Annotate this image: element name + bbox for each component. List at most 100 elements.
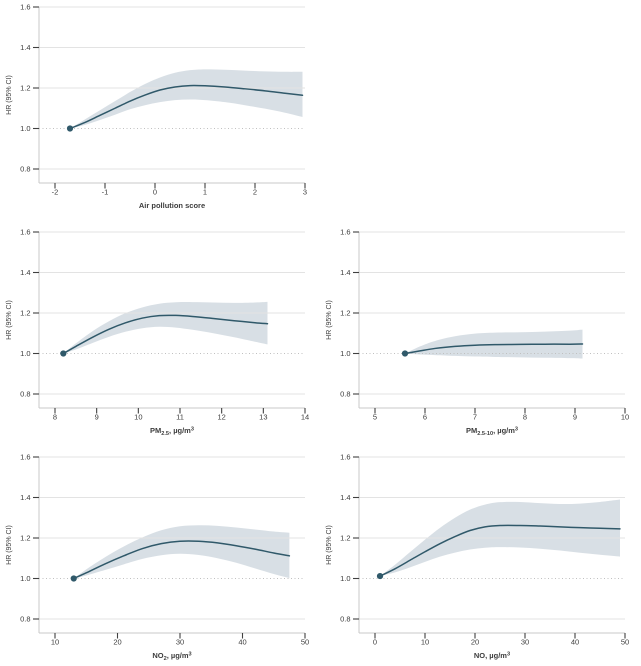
x-tick-label: 5 — [373, 413, 377, 422]
x-tick-label: 10 — [621, 413, 629, 422]
y-tick-label: 1.2 — [340, 309, 350, 318]
x-tick-label: -1 — [102, 188, 109, 197]
x-axis-label: PM2.5-10, µg/m3 — [466, 426, 518, 437]
panel-air-pollution-score: 0.8 1.0 1.2 1.4 1.6 -2 -1 0 1 2 3 HR (95% CI) Air po… — [0, 0, 320, 222]
y-tick-label: 1.6 — [20, 3, 30, 12]
y-axis-label: HR (95% CI) — [6, 525, 13, 565]
ci-band — [63, 301, 268, 354]
y-tick-label: 1.0 — [20, 124, 30, 133]
x-tick-label: 12 — [217, 413, 225, 422]
x-axis-label-part: , µg/m — [493, 426, 515, 435]
y-tick-label: 1.2 — [20, 309, 30, 318]
chart-pm25: 0.8 1.0 1.2 1.4 1.6 8 9 10 11 12 13 14 HR (95% CI) PM… — [6, 228, 309, 437]
x-tick-label: 10 — [51, 638, 59, 647]
ci-band — [73, 525, 290, 579]
x-tick-label: 9 — [573, 413, 577, 422]
y-tick-label: 1.6 — [340, 228, 350, 237]
x-axis-label: NO2, µg/m3 — [152, 651, 191, 662]
x-tick-label: 14 — [301, 413, 309, 422]
x-axis-label: Air pollution score — [139, 201, 205, 210]
y-tick-label: 0.8 — [20, 390, 30, 399]
x-axis-label-part: 3 — [191, 426, 194, 432]
y-tick-label: 1.6 — [20, 228, 30, 237]
x-tick-label: 50 — [621, 638, 629, 647]
y-tick-label: 1.4 — [340, 268, 350, 277]
chart-air-pollution-score: 0.8 1.0 1.2 1.4 1.6 -2 -1 0 1 2 3 HR (95% CI) Air po… — [6, 3, 307, 210]
hr-curve — [62, 314, 269, 355]
panel-no: 0.8 1.0 1.2 1.4 1.6 0 10 20 30 40 50 HR (95% CI) NO,… — [320, 450, 640, 666]
reference-dot — [66, 125, 74, 132]
y-axis-label: HR (95% CI) — [326, 525, 333, 565]
x-tick-label: 9 — [95, 413, 99, 422]
y-tick-label: 1.2 — [340, 534, 350, 543]
x-tick-label: 30 — [176, 638, 184, 647]
x-tick-label: 3 — [303, 188, 307, 197]
hr-curve — [404, 343, 584, 355]
y-tick-label: 1.0 — [20, 349, 30, 358]
y-tick-label: 1.4 — [340, 493, 350, 502]
y-tick-label: 1.6 — [20, 453, 30, 462]
x-tick-label: 10 — [421, 638, 429, 647]
y-tick-label: 1.0 — [20, 574, 30, 583]
x-tick-label: 20 — [113, 638, 121, 647]
hr-curve — [69, 84, 304, 130]
y-axis-label: HR (95% CI) — [6, 300, 13, 340]
chart-pm25-10: 0.8 1.0 1.2 1.4 1.6 5 6 7 8 9 10 HR (95% CI) PM2.5-1… — [326, 228, 629, 437]
x-tick-label: 8 — [523, 413, 527, 422]
x-tick-label: 40 — [238, 638, 246, 647]
x-tick-label: 50 — [301, 638, 309, 647]
chart-no2: 0.8 1.0 1.2 1.4 1.6 10 20 30 40 50 HR (95% CI) NO2,… — [6, 453, 309, 662]
x-tick-label: 6 — [423, 413, 427, 422]
y-tick-label: 0.8 — [340, 615, 350, 624]
y-tick-label: 1.0 — [340, 349, 350, 358]
reference-dot — [376, 572, 384, 580]
y-tick-label: 1.2 — [20, 534, 30, 543]
x-tick-label: 2 — [253, 188, 257, 197]
x-tick-label: -2 — [52, 188, 59, 197]
y-tick-label: 1.6 — [340, 453, 350, 462]
x-axis-label-part: , µg/m — [169, 426, 191, 435]
x-axis-label: NO, µg/m3 — [474, 651, 510, 660]
x-axis-label-part: 2.5-10 — [477, 431, 493, 437]
x-axis-label-part: 3 — [189, 651, 192, 657]
x-tick-label: 30 — [521, 638, 529, 647]
x-axis-label-part: Air pollution score — [139, 201, 205, 210]
x-tick-label: 8 — [53, 413, 57, 422]
x-tick-label: 40 — [571, 638, 579, 647]
reference-dot — [60, 350, 67, 357]
y-tick-label: 0.8 — [340, 390, 350, 399]
y-axis-label: HR (95% CI) — [326, 300, 333, 340]
y-tick-label: 1.0 — [340, 574, 350, 583]
y-tick-label: 1.4 — [20, 268, 30, 277]
y-tick-label: 1.4 — [20, 43, 30, 52]
x-axis-label-part: 2 — [164, 656, 167, 662]
x-axis-label-part: NO — [152, 651, 163, 660]
hr-curve — [379, 524, 621, 577]
x-axis-label-part: 3 — [515, 426, 518, 432]
y-tick-label: 0.8 — [20, 615, 30, 624]
x-tick-label: 13 — [259, 413, 267, 422]
panel-pm25: 0.8 1.0 1.2 1.4 1.6 8 9 10 11 12 13 14 HR (95% CI) PM… — [0, 225, 320, 447]
x-axis-label: PM2.5, µg/m3 — [150, 426, 194, 437]
x-tick-label: 11 — [176, 413, 184, 422]
reference-dot — [70, 575, 77, 582]
y-tick-label: 1.2 — [20, 84, 30, 93]
x-tick-label: 1 — [203, 188, 207, 197]
x-axis-label-part: 3 — [507, 651, 510, 657]
chart-no: 0.8 1.0 1.2 1.4 1.6 0 10 20 30 40 50 HR (95% CI) NO,… — [326, 453, 629, 660]
x-tick-label: 7 — [473, 413, 477, 422]
x-axis-label-part: , µg/m — [167, 651, 189, 660]
hr-curve — [73, 540, 291, 580]
reference-dot — [401, 350, 409, 357]
x-axis-label-part: PM — [466, 426, 477, 435]
panel-no2: 0.8 1.0 1.2 1.4 1.6 10 20 30 40 50 HR (95% CI) NO2,… — [0, 450, 320, 666]
x-tick-label: 0 — [373, 638, 377, 647]
x-axis-label-part: NO, µg/m — [474, 651, 507, 660]
panel-pm25-10: 0.8 1.0 1.2 1.4 1.6 5 6 7 8 9 10 HR (95% CI) PM2.5-1… — [320, 225, 640, 447]
y-tick-label: 1.4 — [20, 493, 30, 502]
x-axis-label-part: 2.5 — [161, 431, 169, 437]
x-tick-label: 10 — [134, 413, 142, 422]
x-tick-label: 20 — [471, 638, 479, 647]
y-axis-label: HR (95% CI) — [6, 75, 13, 115]
